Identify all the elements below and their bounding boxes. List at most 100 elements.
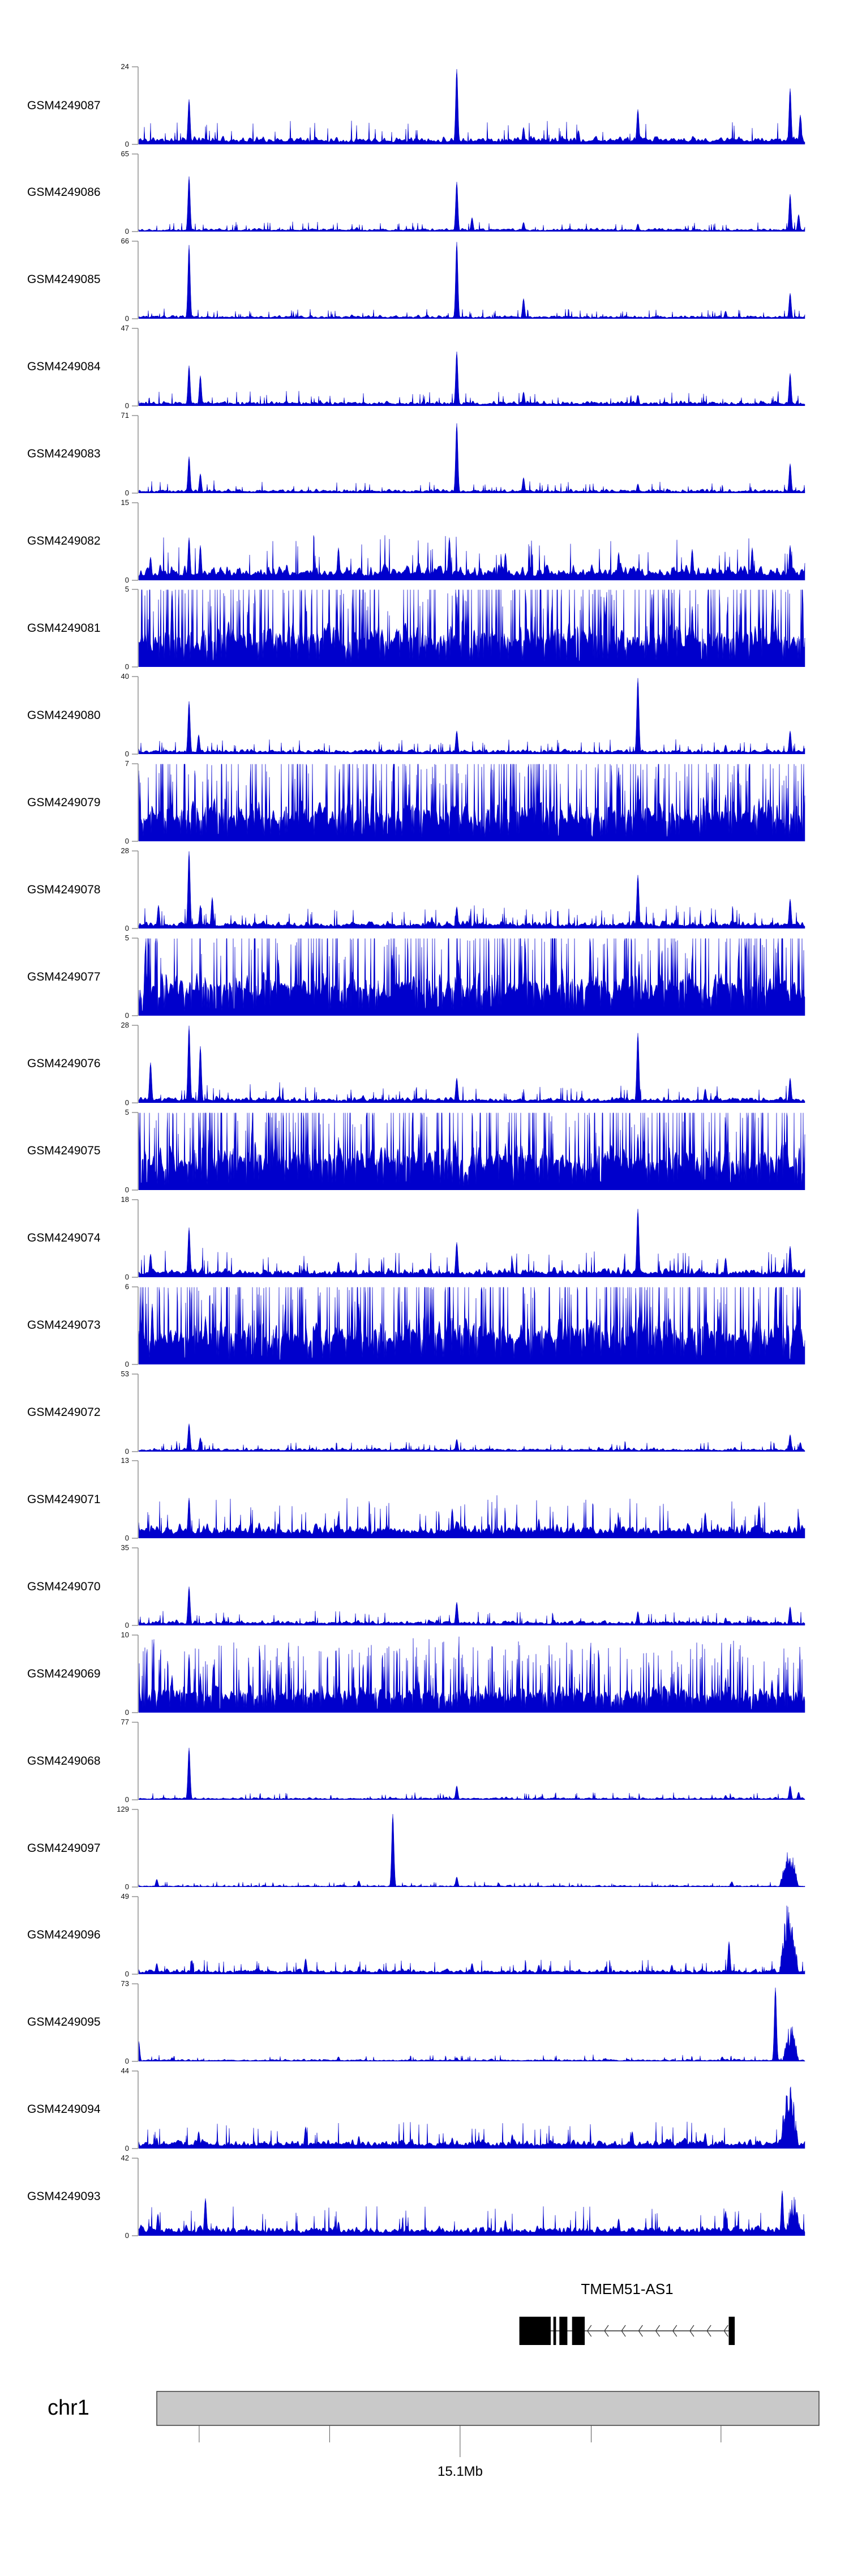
track-sample-label: GSM4249086 xyxy=(27,186,101,199)
coverage-signal xyxy=(139,1905,805,1974)
track-zero-label: 0 xyxy=(125,750,129,759)
track-ymax-label: 42 xyxy=(121,2153,129,2162)
track-sample-label: GSM4249076 xyxy=(27,1057,101,1071)
track-zero-label: 0 xyxy=(125,488,129,497)
track-sample-label: GSM4249070 xyxy=(27,1580,101,1593)
track-y-axis xyxy=(132,938,139,1016)
gene-exon xyxy=(728,2317,735,2345)
track-zero-label: 0 xyxy=(125,1272,129,1281)
track-zero-label: 0 xyxy=(125,314,129,323)
track-ymax-label: 7 xyxy=(125,759,129,768)
track-zero-label: 0 xyxy=(125,575,129,584)
track-zero-label: 0 xyxy=(125,2056,129,2065)
track-ymax-label: 77 xyxy=(121,1718,129,1727)
track-sample-label: GSM4249083 xyxy=(27,447,101,461)
track-sample-label: GSM4249094 xyxy=(27,2103,101,2116)
track-zero-label: 0 xyxy=(125,1447,129,1456)
gene-model xyxy=(519,2317,735,2345)
track-zero-label: 0 xyxy=(125,1185,129,1194)
track-y-axis xyxy=(132,1199,139,1278)
track-ymax-label: 53 xyxy=(121,1369,129,1378)
track-zero-label: 0 xyxy=(125,1359,129,1368)
chromosome-label: chr1 xyxy=(48,2396,89,2420)
track-sample-label: GSM4249093 xyxy=(27,2190,101,2203)
track-sample-label: GSM4249081 xyxy=(27,621,101,635)
strand-chevron-icon xyxy=(672,2325,678,2337)
track-sample-label: GSM4249082 xyxy=(27,534,101,547)
track-sample-label: GSM4249071 xyxy=(27,1492,101,1506)
track-sample-label: GSM4249074 xyxy=(27,1231,101,1245)
gene-exon xyxy=(519,2317,551,2345)
track-ymax-label: 129 xyxy=(117,1805,129,1813)
chromosome-ideogram xyxy=(156,2391,820,2457)
strand-chevron-icon xyxy=(655,2325,661,2337)
strand-chevron-icon xyxy=(638,2325,643,2337)
coverage-signal xyxy=(139,2086,805,2149)
track-y-axis xyxy=(132,1112,139,1191)
track-ymax-label: 18 xyxy=(121,1195,129,1204)
strand-chevron-icon xyxy=(604,2325,609,2337)
coverage-signal xyxy=(139,1748,805,1800)
track-sample-label: GSM4249073 xyxy=(27,1319,101,1332)
track-ymax-label: 5 xyxy=(125,585,129,594)
track-sample-label: GSM4249078 xyxy=(27,883,101,896)
coverage-signal xyxy=(139,1814,805,1887)
track-ymax-label: 5 xyxy=(125,934,129,942)
track-y-axis xyxy=(132,327,139,406)
track-sample-label: GSM4249095 xyxy=(27,2016,101,2029)
coverage-signal xyxy=(139,1586,805,1626)
track-y-axis xyxy=(132,66,139,145)
track-zero-label: 0 xyxy=(125,2143,129,2153)
coverage-signal xyxy=(139,1495,805,1539)
coverage-signal xyxy=(139,1987,805,2061)
track-sample-label: GSM4249072 xyxy=(27,1406,101,1419)
coverage-signal xyxy=(139,678,805,755)
track-ymax-label: 65 xyxy=(121,149,129,158)
track-y-axis xyxy=(132,1460,139,1539)
track-zero-label: 0 xyxy=(125,2231,129,2240)
coverage-signal xyxy=(139,351,805,406)
track-ymax-label: 66 xyxy=(121,236,129,245)
track-y-axis xyxy=(132,414,139,494)
track-sample-label: GSM4249087 xyxy=(27,99,101,112)
track-y-axis xyxy=(132,1896,139,1975)
track-sample-label: GSM4249085 xyxy=(27,273,101,286)
track-sample-label: GSM4249097 xyxy=(27,1841,101,1855)
coverage-signal xyxy=(139,1286,805,1364)
coverage-signal xyxy=(139,1209,805,1277)
coverage-signal xyxy=(139,423,805,493)
track-y-axis xyxy=(132,1634,139,1713)
track-y-axis xyxy=(132,676,139,755)
gene-exon xyxy=(553,2317,556,2345)
track-y-axis xyxy=(132,1025,139,1103)
track-ymax-label: 10 xyxy=(121,1631,129,1640)
coverage-signal xyxy=(139,69,805,144)
track-y-axis xyxy=(132,241,139,319)
track-zero-label: 0 xyxy=(125,1621,129,1630)
track-zero-label: 0 xyxy=(125,1969,129,1978)
track-zero-label: 0 xyxy=(125,140,129,148)
track-sample-label: GSM4249068 xyxy=(27,1754,101,1768)
track-zero-label: 0 xyxy=(125,1882,129,1891)
track-zero-label: 0 xyxy=(125,662,129,671)
track-y-axis xyxy=(132,1547,139,1626)
track-ymax-label: 13 xyxy=(121,1456,129,1465)
track-y-axis xyxy=(132,1722,139,1800)
track-zero-label: 0 xyxy=(125,1795,129,1804)
coverage-signal xyxy=(139,1636,805,1713)
coverage-signal xyxy=(139,764,805,842)
track-y-axis xyxy=(132,1373,139,1452)
track-ymax-label: 28 xyxy=(121,846,129,855)
track-ymax-label: 28 xyxy=(121,1020,129,1029)
track-ymax-label: 40 xyxy=(121,672,129,681)
track-sample-label: GSM4249079 xyxy=(27,795,101,809)
track-y-axis xyxy=(132,1809,139,1888)
track-zero-label: 0 xyxy=(125,924,129,933)
track-y-axis xyxy=(132,502,139,581)
track-sample-label: GSM4249080 xyxy=(27,708,101,722)
track-y-axis xyxy=(132,763,139,842)
track-ymax-label: 5 xyxy=(125,1107,129,1116)
track-y-axis xyxy=(132,589,139,668)
coverage-signal xyxy=(139,1025,805,1103)
